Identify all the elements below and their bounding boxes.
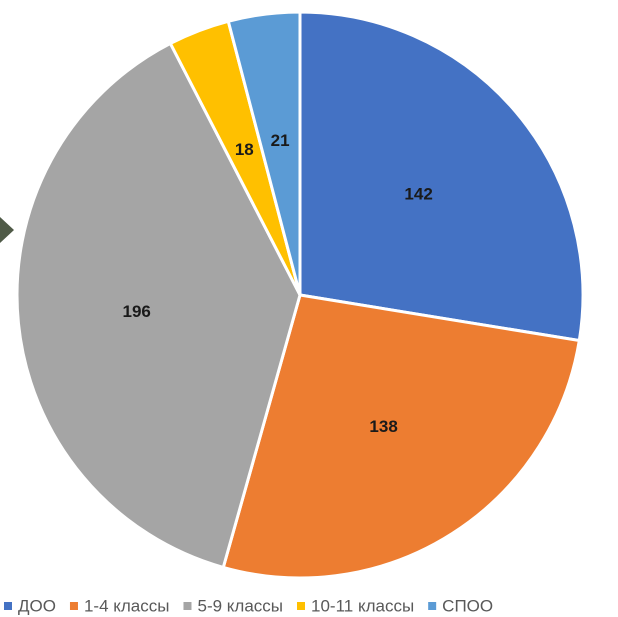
legend-label-5: СПОО [442,597,493,616]
pie-slice-1 [298,10,585,343]
legend-marker-4 [297,602,305,610]
data-label-5: 21 [271,131,290,150]
legend-marker-1 [4,602,12,610]
pie-data-labels: 142 138 196 18 21 [123,131,433,436]
data-label-4: 18 [235,140,254,159]
legend-marker-3 [183,602,192,610]
pie-slices [15,10,585,580]
pie-slice-3 [15,41,302,570]
triangle-right-icon[interactable] [0,217,14,243]
pie-slice-5 [226,10,302,296]
legend-label-1: ДОО [18,597,56,616]
legend-label-2: 1-4 классы [84,597,170,616]
pie-slice-2 [221,293,582,580]
legend-marker-2 [69,602,78,610]
data-label-2: 138 [369,417,397,436]
data-label-1: 142 [404,185,432,204]
data-label-3: 196 [123,302,151,321]
legend-label-3: 5-9 классы [197,597,283,616]
legend-label-4: 10-11 классы [311,597,414,616]
legend-marker-5 [428,602,437,610]
legend: ДОО 1-4 классы 5-9 классы 10-11 классы СПОО [4,597,493,616]
